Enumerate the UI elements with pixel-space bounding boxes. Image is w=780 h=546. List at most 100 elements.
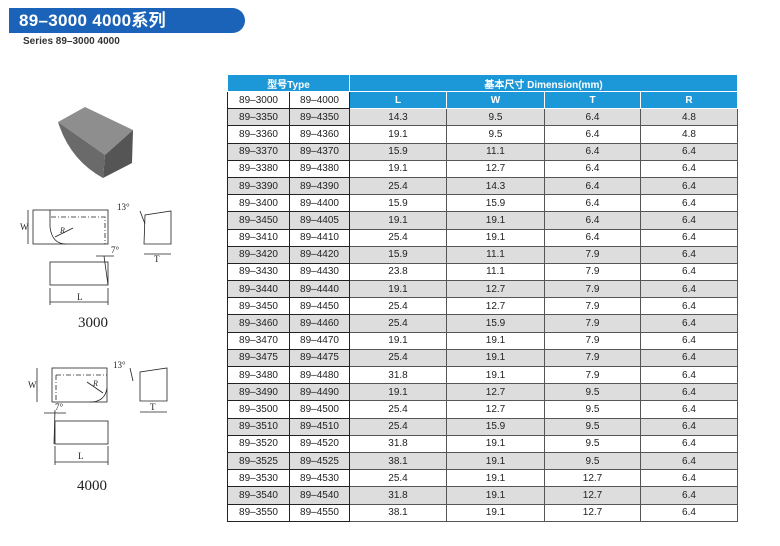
table-row: 89–3525 89–4525 38.1 19.1 9.5 6.4 <box>227 451 738 471</box>
cell-type-3000: 89–3450 <box>227 211 290 230</box>
table-row: 89–3420 89–4420 15.9 11.1 7.9 6.4 <box>227 245 738 264</box>
cell-type-4000: 89–4430 <box>289 262 350 282</box>
cell-dim-l: 15.9 <box>349 194 447 213</box>
angle-7-label: 7° <box>55 402 64 412</box>
cell-dim-r: 6.4 <box>640 469 738 488</box>
cell-dim-t: 6.4 <box>544 125 641 144</box>
w-label: W <box>28 380 37 390</box>
table-row: 89–3350 89–4350 14.3 9.5 6.4 4.8 <box>227 108 738 127</box>
cell-dim-t: 6.4 <box>544 108 641 127</box>
table-row: 89–3460 89–4460 25.4 15.9 7.9 6.4 <box>227 314 738 333</box>
cell-dim-w: 9.5 <box>446 125 545 144</box>
cell-dim-r: 6.4 <box>640 331 738 350</box>
cell-type-4000: 89–4460 <box>289 314 350 333</box>
cell-dim-w: 9.5 <box>446 108 545 127</box>
cell-type-3000: 89–3470 <box>227 331 290 350</box>
cell-dim-l: 25.4 <box>349 176 447 196</box>
cell-dim-t: 6.4 <box>544 194 641 213</box>
cell-type-3000: 89–3500 <box>227 400 290 419</box>
cell-dim-l: 19.1 <box>349 125 447 144</box>
cell-dim-r: 6.4 <box>640 417 738 436</box>
cell-type-4000: 89–4400 <box>289 194 350 213</box>
cell-dim-t: 7.9 <box>544 297 641 316</box>
cell-dim-t: 6.4 <box>544 228 641 247</box>
col-header-4000: 89–4000 <box>289 90 350 110</box>
cell-dim-r: 6.4 <box>640 486 738 505</box>
cell-dim-r: 6.4 <box>640 383 738 402</box>
table-row: 89–3530 89–4530 25.4 19.1 12.7 6.4 <box>227 469 738 488</box>
cell-dim-r: 6.4 <box>640 176 738 196</box>
cell-dim-w: 19.1 <box>446 365 545 385</box>
cell-dim-r: 4.8 <box>640 108 738 127</box>
cell-type-4000: 89–4410 <box>289 228 350 247</box>
cell-dim-t: 7.9 <box>544 280 641 299</box>
cell-type-4000: 89–4450 <box>289 297 350 316</box>
cell-dim-t: 12.7 <box>544 469 641 488</box>
cell-dim-l: 25.4 <box>349 417 447 436</box>
cell-dim-l: 19.1 <box>349 383 447 402</box>
t-label: T <box>150 402 156 412</box>
cell-type-4000: 89–4360 <box>289 125 350 144</box>
cell-dim-l: 25.4 <box>349 297 447 316</box>
cell-dim-t: 9.5 <box>544 400 641 419</box>
series-3000-label: 3000 <box>78 315 108 331</box>
cell-dim-r: 6.4 <box>640 297 738 316</box>
series-title-bar: 89–3000 4000系列 <box>9 8 245 33</box>
cell-dim-w: 12.7 <box>446 159 545 178</box>
cell-type-4000: 89–4550 <box>289 503 350 522</box>
cell-dim-t: 9.5 <box>544 383 641 402</box>
cell-dim-w: 15.9 <box>446 314 545 333</box>
cell-dim-t: 12.7 <box>544 486 641 505</box>
cell-dim-l: 25.4 <box>349 228 447 247</box>
cell-dim-t: 7.9 <box>544 245 641 264</box>
cell-type-3000: 89–3440 <box>227 280 290 299</box>
cell-dim-l: 25.4 <box>349 469 447 488</box>
cell-dim-w: 19.1 <box>446 451 545 471</box>
table-row: 89–3475 89–4475 25.4 19.1 7.9 6.4 <box>227 348 738 368</box>
table-row: 89–3390 89–4390 25.4 14.3 6.4 6.4 <box>227 176 738 196</box>
dimension-table: 型号Type 基本尺寸 Dimension(mm) 89–3000 89–400… <box>227 74 738 522</box>
cell-dim-l: 25.4 <box>349 314 447 333</box>
table-row: 89–3450 89–4405 19.1 19.1 6.4 6.4 <box>227 211 738 230</box>
cell-dim-w: 19.1 <box>446 228 545 247</box>
cell-dim-w: 19.1 <box>446 486 545 505</box>
cell-dim-t: 6.4 <box>544 142 641 161</box>
cell-type-4000: 89–4440 <box>289 280 350 299</box>
l-label: L <box>78 451 84 461</box>
r-label: R <box>92 379 98 388</box>
col-header-l: L <box>349 90 447 110</box>
cell-type-4000: 89–4500 <box>289 400 350 419</box>
cell-dim-l: 25.4 <box>349 348 447 368</box>
table-row: 89–3370 89–4370 15.9 11.1 6.4 6.4 <box>227 142 738 161</box>
cell-dim-r: 6.4 <box>640 211 738 230</box>
cell-type-4000: 89–4405 <box>289 211 350 230</box>
cell-dim-t: 9.5 <box>544 451 641 471</box>
table-row: 89–3510 89–4510 25.4 15.9 9.5 6.4 <box>227 417 738 436</box>
cell-dim-r: 6.4 <box>640 262 738 282</box>
cell-dim-w: 19.1 <box>446 348 545 368</box>
cell-dim-l: 23.8 <box>349 262 447 282</box>
table-header-row: 型号Type 基本尺寸 Dimension(mm) <box>227 74 738 92</box>
cell-type-3000: 89–3420 <box>227 245 290 264</box>
table-row: 89–3450 89–4450 25.4 12.7 7.9 6.4 <box>227 297 738 316</box>
w-label: W <box>20 222 29 232</box>
cell-dim-l: 31.8 <box>349 434 447 453</box>
cell-dim-w: 15.9 <box>446 194 545 213</box>
cell-dim-l: 14.3 <box>349 108 447 127</box>
cell-dim-r: 6.4 <box>640 348 738 368</box>
cell-type-4000: 89–4350 <box>289 108 350 127</box>
cell-dim-r: 6.4 <box>640 280 738 299</box>
cell-type-4000: 89–4470 <box>289 331 350 350</box>
cell-dim-t: 6.4 <box>544 211 641 230</box>
table-row: 89–3520 89–4520 31.8 19.1 9.5 6.4 <box>227 434 738 453</box>
cell-dim-w: 12.7 <box>446 297 545 316</box>
table-row: 89–3470 89–4470 19.1 19.1 7.9 6.4 <box>227 331 738 350</box>
cell-type-3000: 89–3370 <box>227 142 290 161</box>
cell-type-3000: 89–3380 <box>227 159 290 178</box>
cell-dim-l: 19.1 <box>349 280 447 299</box>
cell-dim-r: 6.4 <box>640 434 738 453</box>
cell-type-3000: 89–3530 <box>227 469 290 488</box>
cell-dim-w: 11.1 <box>446 142 545 161</box>
cell-type-4000: 89–4510 <box>289 417 350 436</box>
cell-dim-t: 7.9 <box>544 262 641 282</box>
